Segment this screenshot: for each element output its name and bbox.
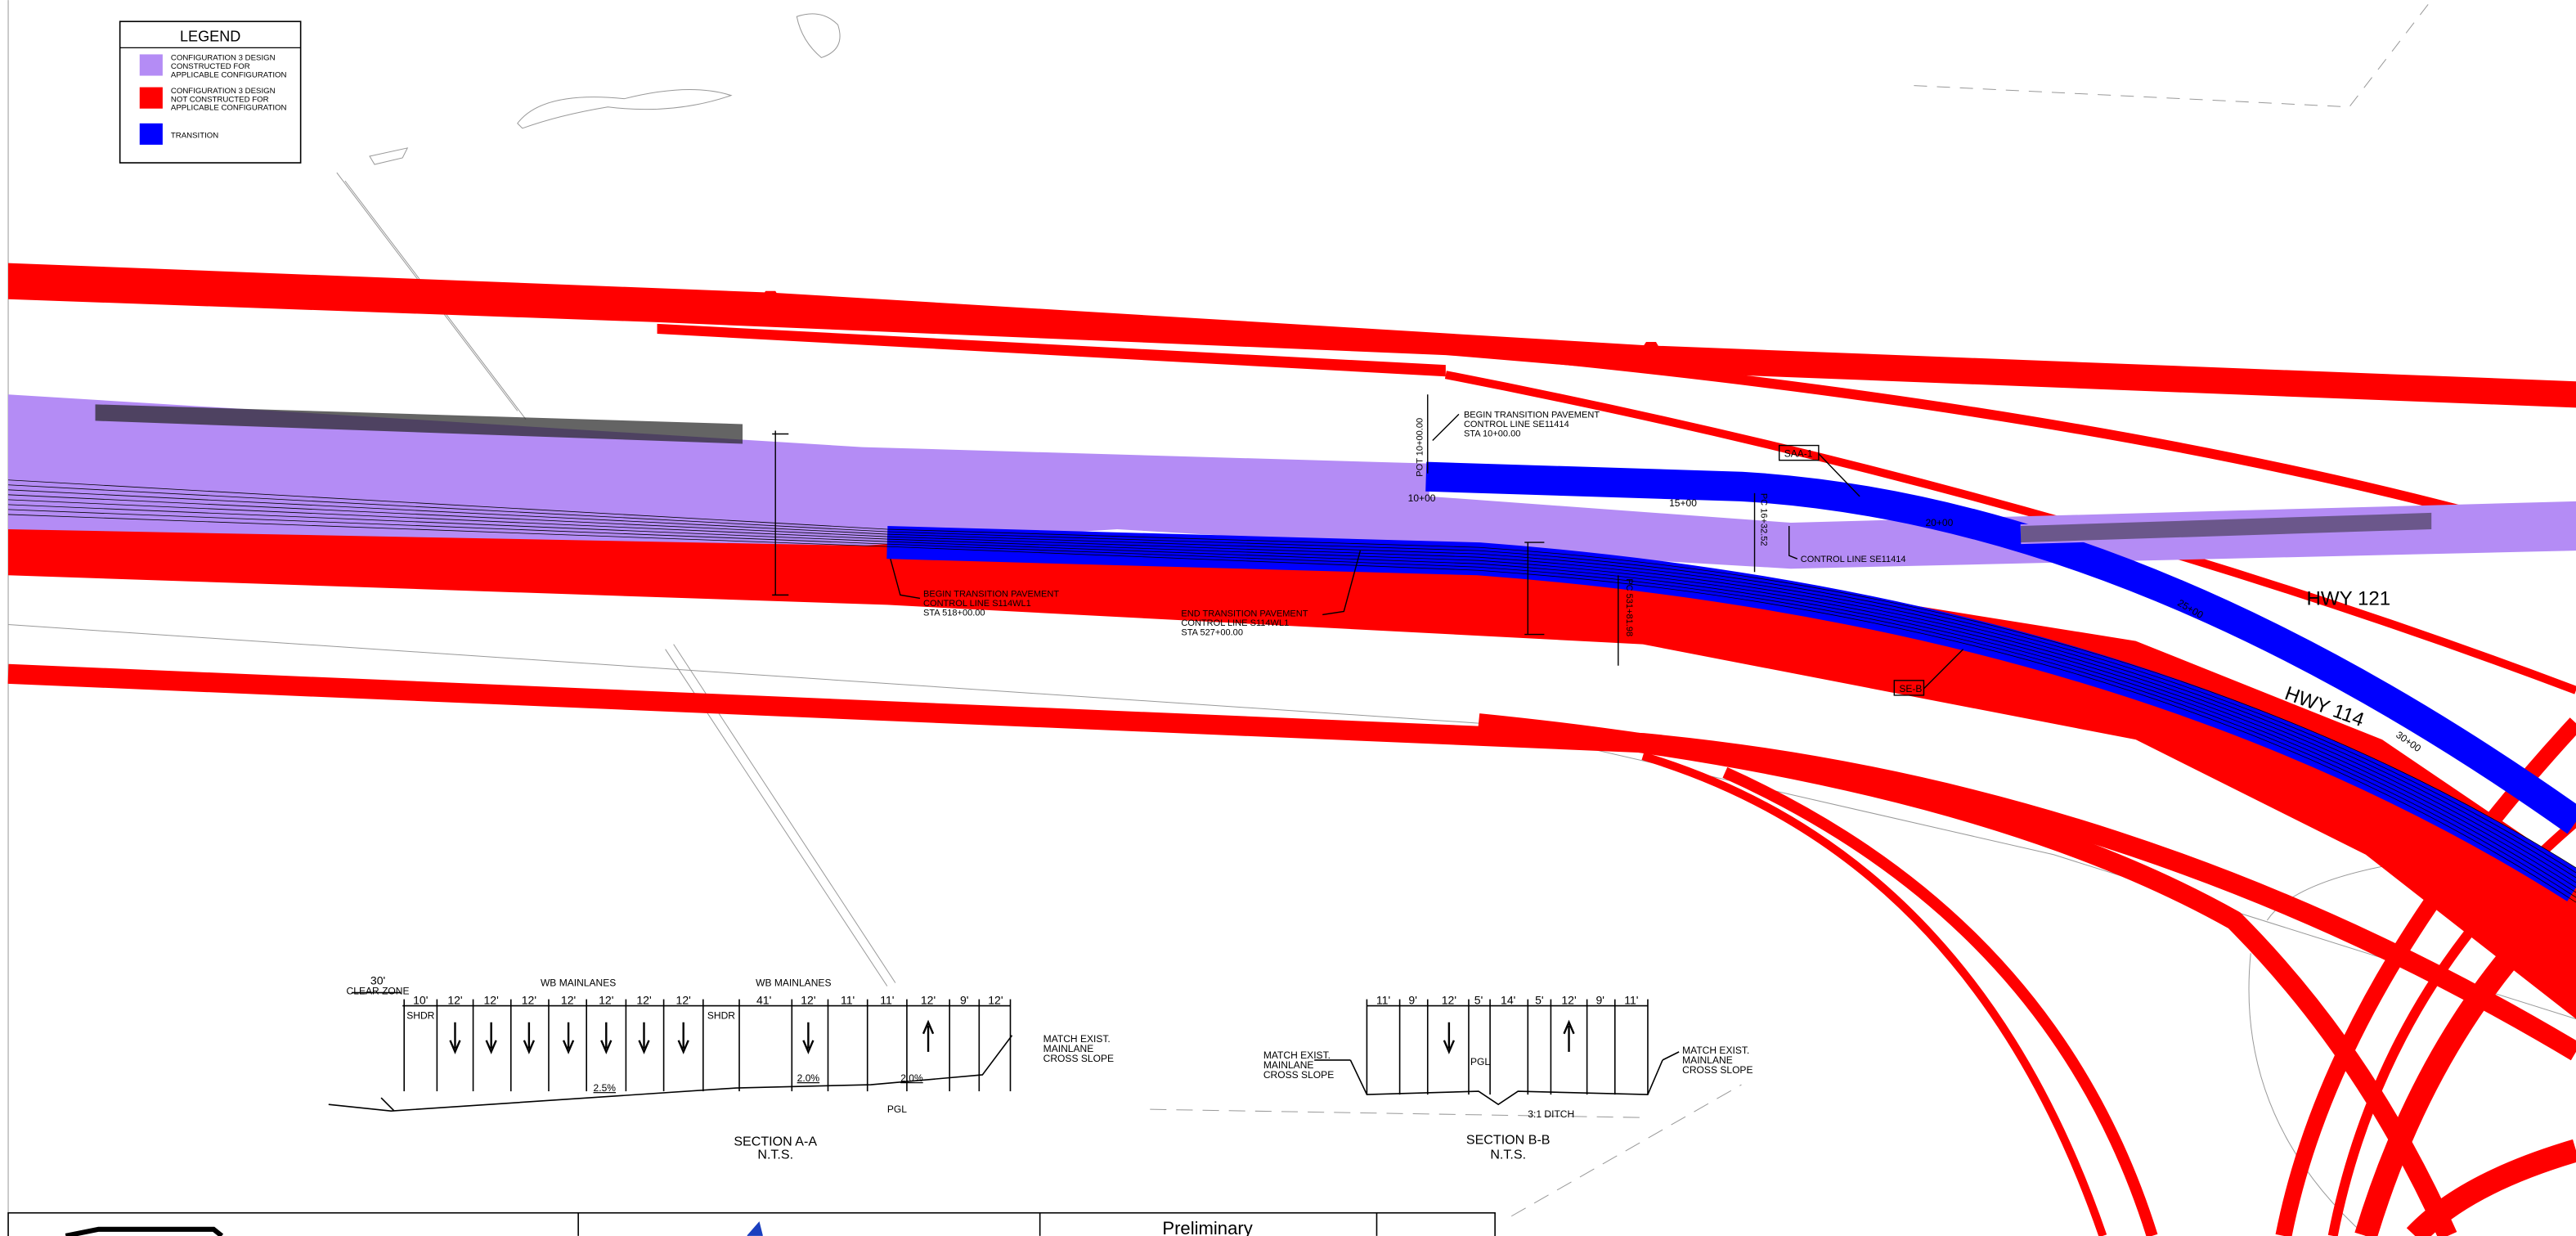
dimension: 12' bbox=[599, 994, 613, 1007]
annotation: SE-B bbox=[1899, 683, 1922, 694]
direction-arrow bbox=[679, 1023, 689, 1052]
dimension: 12' bbox=[484, 994, 499, 1007]
road-area bbox=[8, 263, 2576, 408]
direction-arrow bbox=[1564, 1023, 1574, 1052]
annotation: PC 16+32.52 bbox=[1759, 493, 1769, 546]
dimension: 12' bbox=[636, 994, 651, 1007]
dimension: 12' bbox=[988, 994, 1003, 1007]
station-label: 15+00 bbox=[1669, 497, 1697, 509]
direction-arrow bbox=[450, 1023, 460, 1052]
annotation: PC 531+81.98 bbox=[1624, 578, 1634, 636]
slope-label: 2.0% bbox=[797, 1072, 820, 1084]
dimension: 12' bbox=[1442, 994, 1456, 1007]
dimension: 12' bbox=[522, 994, 536, 1007]
dimension: 11' bbox=[1376, 994, 1390, 1007]
dimension: 11' bbox=[841, 994, 855, 1007]
direction-arrow bbox=[563, 1023, 573, 1052]
plan-sheet: LEGENDCONFIGURATION 3 DESIGNCONSTRUCTED … bbox=[0, 0, 2576, 1236]
legend-label: CONFIGURATION 3 DESIGN bbox=[171, 87, 276, 96]
dimension: 41' bbox=[756, 994, 771, 1007]
title-block-status: Preliminary bbox=[1162, 1218, 1252, 1236]
dimension: 11' bbox=[1624, 994, 1638, 1007]
annotation: CONTROL LINE SE11414 bbox=[1464, 420, 1569, 429]
legend-label: NOT CONSTRUCTED FOR bbox=[171, 95, 269, 104]
direction-arrow bbox=[803, 1023, 813, 1052]
dimension: 5' bbox=[1535, 994, 1544, 1007]
road-ramp bbox=[2415, 1150, 2576, 1235]
dimension: 12' bbox=[1561, 994, 1576, 1007]
legend-label: TRANSITION bbox=[171, 131, 218, 140]
dimension: 9' bbox=[1595, 994, 1604, 1007]
annotation: BEGIN TRANSITION PAVEMENT bbox=[1464, 410, 1600, 420]
annotation: END TRANSITION PAVEMENT bbox=[1181, 609, 1308, 618]
legend-title: LEGEND bbox=[180, 28, 240, 44]
dimension: 5' bbox=[1474, 994, 1483, 1007]
section-label: WB MAINLANES bbox=[541, 978, 616, 989]
pgl-label: PGL bbox=[1470, 1056, 1490, 1067]
title-block bbox=[8, 1213, 1495, 1236]
slope-label: 2.0% bbox=[900, 1072, 923, 1084]
slope-label: 2.5% bbox=[594, 1082, 617, 1094]
note: CROSS SLOPE bbox=[1263, 1069, 1334, 1081]
roadway bbox=[8, 263, 2576, 1236]
legend: LEGENDCONFIGURATION 3 DESIGNCONSTRUCTED … bbox=[120, 21, 301, 163]
shoulder-label: SHDR bbox=[406, 1010, 434, 1022]
dimension: 11' bbox=[880, 994, 894, 1007]
dimension: 9' bbox=[1408, 994, 1417, 1007]
legend-swatch bbox=[140, 124, 163, 145]
section-scale: N.T.S. bbox=[757, 1147, 793, 1162]
note: CROSS SLOPE bbox=[1043, 1053, 1114, 1064]
dimension: 9' bbox=[960, 994, 969, 1007]
section-b-b bbox=[1314, 1000, 1679, 1105]
annotation: SAA-1 bbox=[1784, 448, 1813, 460]
annotation: HWY 121 bbox=[2307, 587, 2391, 609]
section-title: SECTION B-B bbox=[1466, 1132, 1551, 1147]
dimension: 12' bbox=[676, 994, 691, 1007]
dimension: 10' bbox=[413, 994, 428, 1007]
note: CROSS SLOPE bbox=[1682, 1064, 1752, 1076]
legend-label: CONSTRUCTED FOR bbox=[171, 62, 250, 71]
dimension: 12' bbox=[561, 994, 576, 1007]
shoulder-label: SHDR bbox=[707, 1010, 735, 1022]
station-label: 10+00 bbox=[1408, 492, 1436, 504]
station-label: 20+00 bbox=[1925, 517, 1953, 528]
annotation: CONTROL LINE S114WL1 bbox=[1181, 618, 1289, 628]
dimension: 12' bbox=[921, 994, 936, 1007]
dimension: 12' bbox=[801, 994, 815, 1007]
annotation: STA 518+00.00 bbox=[923, 609, 985, 618]
legend-label: APPLICABLE CONFIGURATION bbox=[171, 71, 287, 80]
annotation: CONTROL LINE S114WL1 bbox=[923, 599, 1031, 609]
road-area bbox=[8, 506, 2576, 1019]
note: 3:1 DITCH bbox=[1528, 1108, 1574, 1120]
annotation: BEGIN TRANSITION PAVEMENT bbox=[923, 589, 1059, 599]
annotation: CONTROL LINE SE11414 bbox=[1801, 555, 1906, 564]
legend-label: CONFIGURATION 3 DESIGN bbox=[171, 54, 276, 63]
section-label: WB MAINLANES bbox=[756, 978, 831, 989]
legend-label: APPLICABLE CONFIGURATION bbox=[171, 104, 287, 113]
section-scale: N.T.S. bbox=[1490, 1147, 1526, 1162]
direction-arrow bbox=[524, 1023, 534, 1052]
annotation: STA 527+00.00 bbox=[1181, 628, 1243, 638]
road-area bbox=[1640, 342, 1663, 353]
pgl-label: PGL bbox=[887, 1103, 907, 1115]
legend-swatch bbox=[140, 88, 163, 109]
dimension: 12' bbox=[447, 994, 462, 1007]
dimension: 14' bbox=[1501, 994, 1515, 1007]
direction-arrow bbox=[639, 1023, 648, 1052]
direction-arrow bbox=[601, 1023, 611, 1052]
annotation: STA 10+00.00 bbox=[1464, 429, 1520, 439]
dimension: CLEAR ZONE bbox=[347, 986, 410, 997]
direction-arrow bbox=[923, 1023, 933, 1052]
annotation: POT 10+00.00 bbox=[1416, 418, 1425, 477]
direction-arrow bbox=[1444, 1023, 1454, 1052]
direction-arrow bbox=[487, 1023, 496, 1052]
legend-swatch bbox=[140, 54, 163, 75]
